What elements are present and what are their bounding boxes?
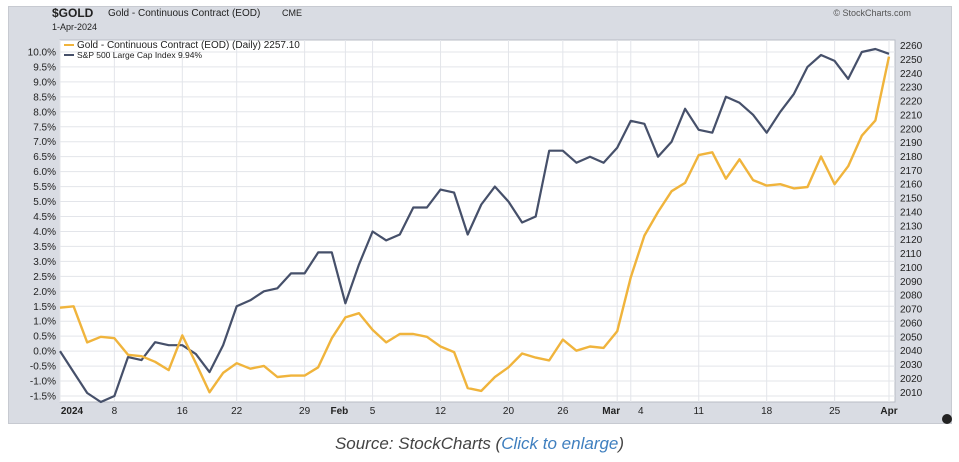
y-right-tick-label: 2090 bbox=[900, 277, 923, 288]
x-tick-label: 8 bbox=[112, 406, 118, 417]
chart-caption: Source: StockCharts (Click to enlarge) bbox=[0, 434, 959, 454]
y-right-tick-label: 2080 bbox=[900, 291, 923, 302]
x-tick-label: 2024 bbox=[61, 406, 84, 417]
y-right-tick-label: 2050 bbox=[900, 332, 923, 343]
y-left-tick-label: 4.5% bbox=[33, 212, 56, 223]
caption-suffix: ) bbox=[618, 434, 625, 453]
y-left-tick-label: 8.5% bbox=[33, 92, 56, 103]
y-right-tick-label: 2030 bbox=[900, 360, 923, 371]
y-left-tick-label: 7.5% bbox=[33, 122, 56, 133]
x-tick-label: 11 bbox=[694, 406, 705, 417]
y-left-tick-label: 4.0% bbox=[33, 227, 56, 238]
x-tick-label: 16 bbox=[177, 406, 189, 417]
y-left-tick-label: 3.5% bbox=[33, 242, 56, 253]
gold-series-line bbox=[59, 56, 891, 394]
y-right-tick-label: 2190 bbox=[900, 138, 923, 149]
chart-svg: 10.0% 9.5% 9.0% 8.5% 8.0% 7.5% 7.0% 6.5% 6.0% 5.5… bbox=[28, 39, 923, 417]
x-tick-label: 20 bbox=[503, 406, 515, 417]
y-right-tick-label: 2110 bbox=[900, 249, 922, 260]
y-left-tick-label: 5.0% bbox=[33, 197, 56, 208]
y-left-tick-label: 1.0% bbox=[33, 317, 56, 328]
y-right-tick-label: 2150 bbox=[900, 194, 923, 205]
y-right-tick-label: 2220 bbox=[900, 97, 923, 108]
x-tick-label: 29 bbox=[299, 406, 311, 417]
y-left-tick-label: 2.5% bbox=[33, 272, 56, 283]
y-right-tick-label: 2140 bbox=[900, 207, 923, 218]
y-left-tick-label: -0.5% bbox=[30, 362, 56, 373]
y-left-tick-label: 3.0% bbox=[33, 257, 56, 268]
y-left-tick-label: 0.0% bbox=[33, 347, 56, 358]
x-tick-label: 4 bbox=[638, 406, 644, 417]
chart-exchange: CME bbox=[282, 8, 302, 18]
x-tick-label: 25 bbox=[829, 406, 841, 417]
x-tick-label: Mar bbox=[602, 406, 620, 417]
y-left-tick-label: 6.0% bbox=[33, 167, 56, 178]
x-tick-label: 5 bbox=[370, 406, 376, 417]
x-tick-label: 22 bbox=[231, 406, 243, 417]
chart-date: 1-Apr-2024 bbox=[52, 22, 98, 32]
x-tick-label: Apr bbox=[880, 406, 897, 417]
y-right-tick-label: 2240 bbox=[900, 69, 923, 80]
y-right-tick-label: 2170 bbox=[900, 166, 923, 177]
y-right-tick-label: 2070 bbox=[900, 305, 923, 316]
y-left-tick-label: 6.5% bbox=[33, 152, 56, 163]
y-right-tick-label: 2260 bbox=[900, 41, 923, 52]
y-right-tick-label: 2210 bbox=[900, 110, 923, 121]
enlarge-link[interactable]: Click to enlarge bbox=[501, 434, 619, 453]
y-left-tick-label: 9.0% bbox=[33, 77, 56, 88]
y-left-tick-label: 9.5% bbox=[33, 62, 56, 73]
y-right-tick-label: 2100 bbox=[900, 263, 923, 274]
y-left-tick-label: 0.5% bbox=[33, 332, 56, 343]
y-right-tick-label: 2010 bbox=[900, 388, 923, 399]
y-left-tick-label: 10.0% bbox=[28, 47, 56, 58]
y-right-tick-label: 2200 bbox=[900, 124, 923, 135]
plot-area bbox=[59, 39, 896, 403]
legend-gold-label: Gold - Continuous Contract (EOD) (Daily)… bbox=[77, 40, 300, 51]
chart-symbol: $GOLD bbox=[52, 6, 94, 20]
y-right-tick-label: 2040 bbox=[900, 346, 923, 357]
y-right-tick-label: 2120 bbox=[900, 235, 923, 246]
y-left-tick-label: 7.0% bbox=[33, 137, 56, 148]
y-left-tick-label: 8.0% bbox=[33, 107, 56, 118]
y-left-tick-label: -1.0% bbox=[30, 377, 56, 388]
y-right-tick-label: 2060 bbox=[900, 318, 923, 329]
x-tick-label: 26 bbox=[557, 406, 569, 417]
y-right-tick-label: 2160 bbox=[900, 180, 923, 191]
x-tick-label: Feb bbox=[331, 406, 349, 417]
y-right-tick-label: 2180 bbox=[900, 152, 923, 163]
y-left-tick-label: 5.5% bbox=[33, 182, 56, 193]
caption-source: Source: StockCharts ( bbox=[334, 434, 502, 453]
enlarge-handle-icon[interactable] bbox=[942, 414, 952, 424]
chart-contract-title: Gold - Continuous Contract (EOD) bbox=[108, 8, 261, 19]
y-right-tick-label: 2250 bbox=[900, 55, 923, 66]
stockcharts-brand: © StockCharts.com bbox=[833, 8, 911, 18]
sp500-series-line bbox=[59, 47, 890, 404]
y-left-tick-label: 2.0% bbox=[33, 287, 56, 298]
y-right-tick-label: 2020 bbox=[900, 374, 923, 385]
legend-sp500-label: S&P 500 Large Cap Index 9.94% bbox=[77, 50, 203, 60]
y-left-tick-label: 1.5% bbox=[33, 302, 56, 313]
x-tick-label: 18 bbox=[761, 406, 773, 417]
y-left-tick-label: -1.5% bbox=[30, 392, 56, 403]
y-right-tick-label: 2230 bbox=[900, 83, 923, 94]
y-right-tick-label: 2130 bbox=[900, 221, 923, 232]
x-tick-label: 12 bbox=[435, 406, 447, 417]
